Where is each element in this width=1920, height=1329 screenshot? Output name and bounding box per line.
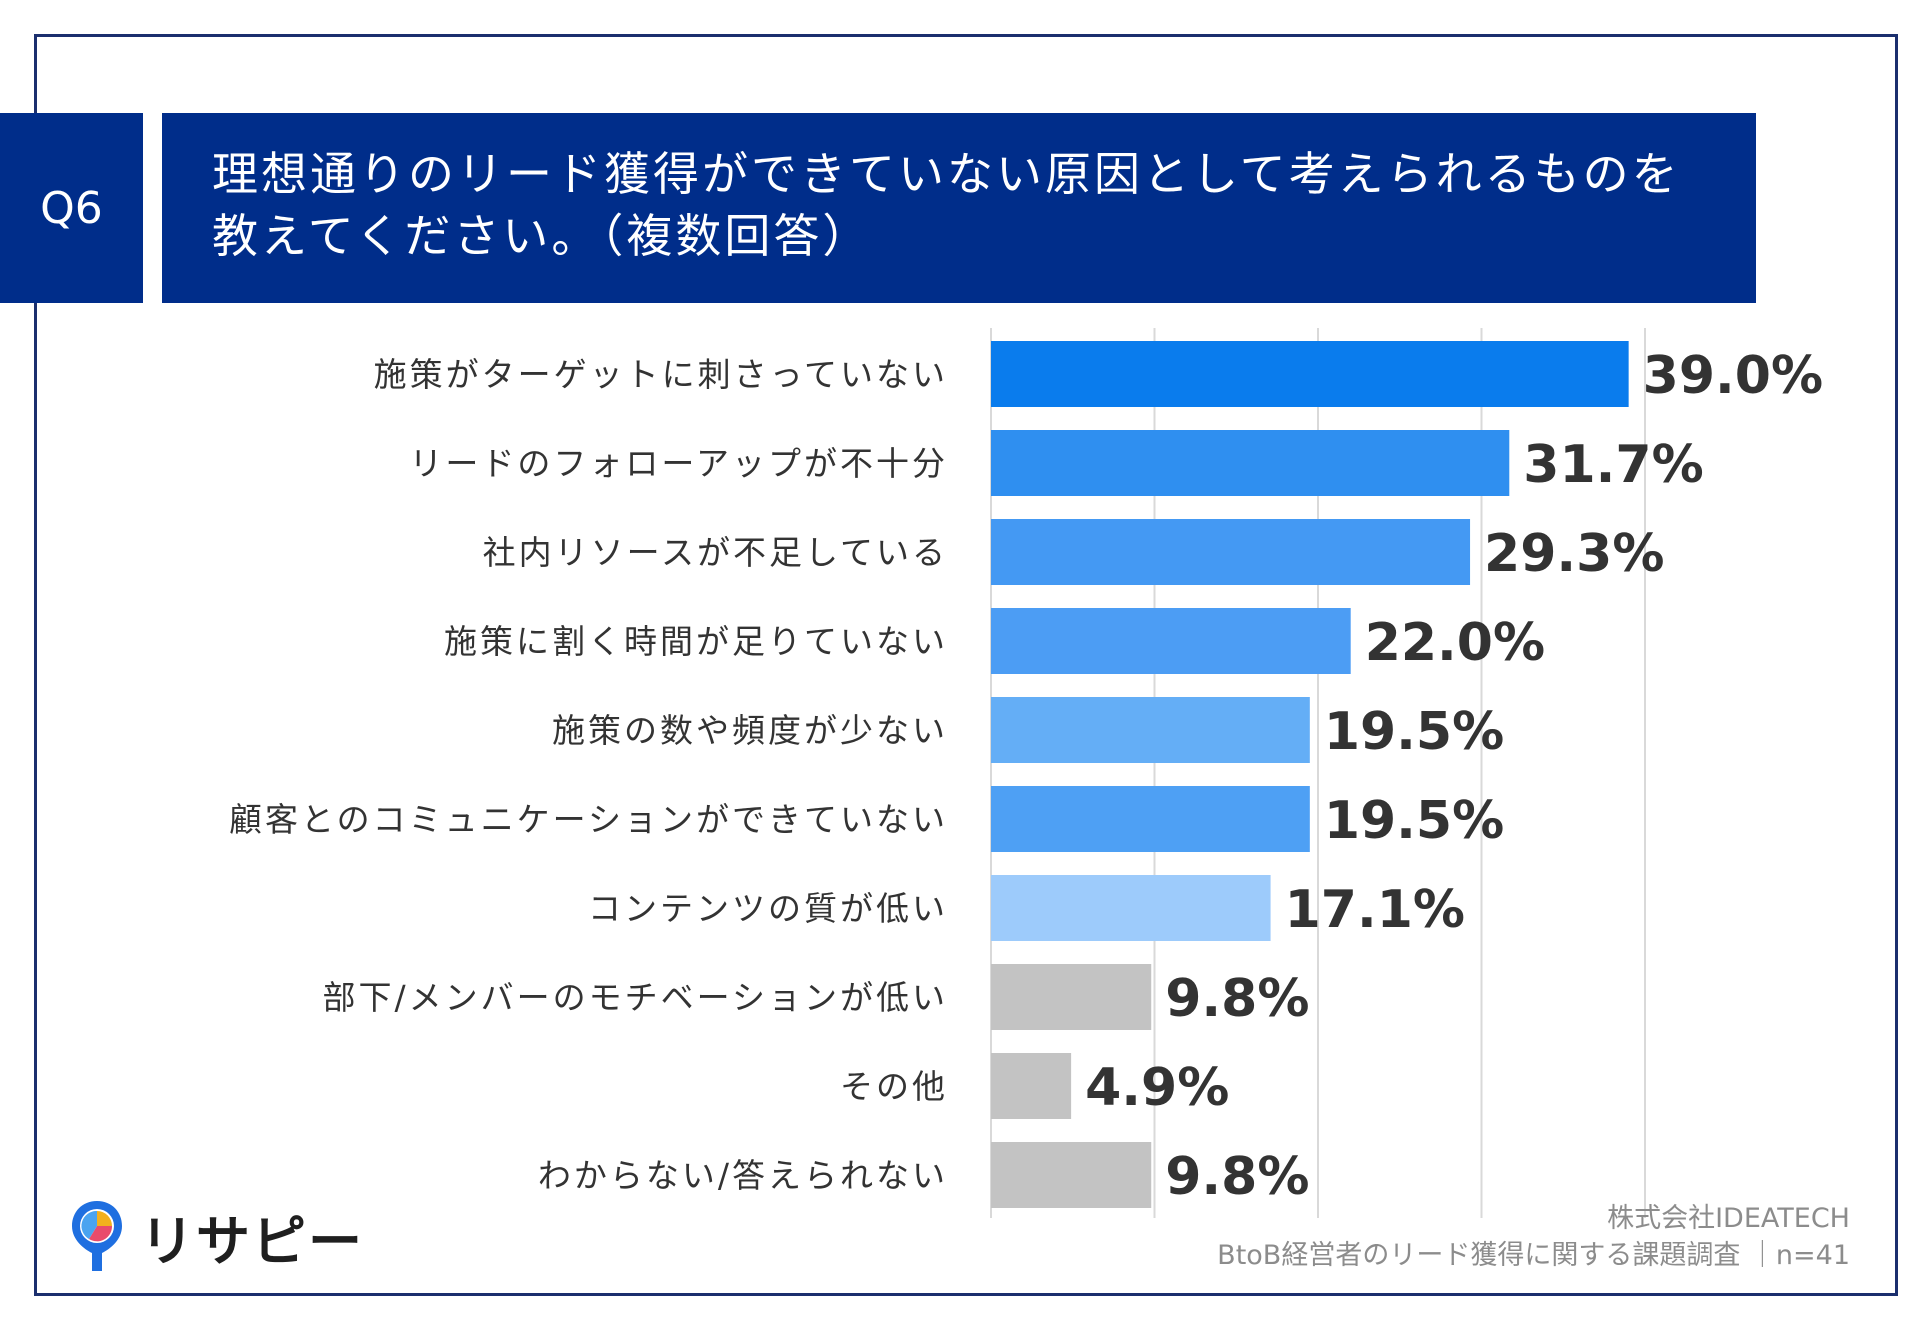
- source-survey: BtoB経営者のリード獲得に関する課題調査 ｜n=41: [1217, 1240, 1850, 1271]
- question-title-line-1: 理想通りのリード獲得ができていない原因として考えられるものを: [212, 147, 1681, 201]
- bar-1: [991, 341, 1629, 407]
- bar-4: [991, 608, 1351, 674]
- bar-7: [991, 875, 1271, 941]
- value-label-3: 29.3%: [1484, 524, 1664, 584]
- map-pin-pie-icon: [72, 1201, 122, 1271]
- value-label-1: 39.0%: [1643, 346, 1823, 406]
- value-label-6: 19.5%: [1324, 791, 1504, 851]
- category-label-7: コンテンツの質が低い: [588, 889, 948, 928]
- value-label-7: 17.1%: [1285, 880, 1465, 940]
- category-label-1: 施策がターゲットに刺さっていない: [374, 355, 948, 394]
- bar-5: [991, 697, 1310, 763]
- bar-2: [991, 430, 1510, 496]
- question-number: Q6: [0, 113, 143, 303]
- value-label-4: 22.0%: [1365, 613, 1545, 673]
- value-label-2: 31.7%: [1523, 435, 1703, 495]
- bar-8: [991, 964, 1152, 1030]
- category-label-4: 施策に割く時間が足りていない: [444, 622, 948, 661]
- chart-category-labels: 施策がターゲットに刺さっていないリードのフォローアップが不十分社内リソースが不足…: [229, 355, 948, 1195]
- category-label-3: 社内リソースが不足している: [483, 533, 948, 572]
- question-title: 理想通りのリード獲得ができていない原因として考えられるものを 教えてください。（…: [162, 113, 1756, 303]
- brand-logo: リサピー: [68, 1196, 364, 1276]
- value-label-8: 9.8%: [1165, 969, 1309, 1029]
- chart-value-labels: 39.0% 31.7% 29.3% 22.0% 19.5% 19.5% 17.1% 9.8% 4…: [1085, 346, 1823, 1207]
- value-label-9: 4.9%: [1085, 1058, 1229, 1118]
- value-label-10: 9.8%: [1165, 1147, 1309, 1207]
- bar-10: [991, 1142, 1152, 1208]
- logo-text: リサピー: [140, 1209, 364, 1273]
- category-label-6: 顧客とのコミュニケーションができていない: [229, 800, 948, 839]
- bar-9: [991, 1053, 1072, 1119]
- category-label-5: 施策の数や頻度が少ない: [552, 711, 948, 750]
- bar-3: [991, 519, 1471, 585]
- source-company: 株式会社IDEATECH: [1607, 1203, 1850, 1234]
- outer-frame: [34, 34, 1898, 1296]
- category-label-9: その他: [840, 1067, 948, 1106]
- bar-6: [991, 786, 1310, 852]
- chart-bars: [991, 341, 1629, 1208]
- category-label-8: 部下/メンバーのモチベーションが低い: [323, 978, 948, 1017]
- category-label-10: わからない/答えられない: [538, 1156, 948, 1195]
- question-title-line-2: 教えてください。（複数回答）: [212, 209, 872, 263]
- value-label-5: 19.5%: [1324, 702, 1504, 762]
- category-label-2: リードのフォローアップが不十分: [409, 444, 948, 483]
